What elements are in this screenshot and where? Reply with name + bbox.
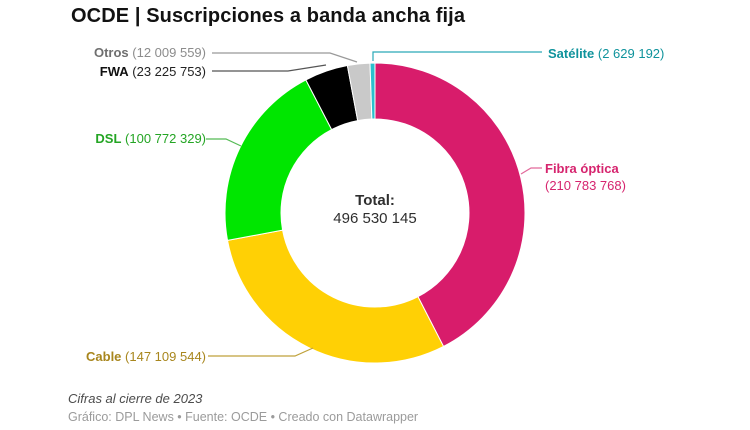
donut-center-total: Total: 496 530 145 bbox=[275, 192, 475, 228]
label-satelite: Satélite (2 629 192) bbox=[548, 46, 665, 61]
slice-fibra-optica[interactable] bbox=[374, 62, 526, 348]
chart-title: OCDE | Suscripciones a banda ancha fija bbox=[71, 5, 466, 27]
footer-note: Cifras al cierre de 2023 bbox=[68, 391, 203, 406]
slice-cable[interactable] bbox=[226, 229, 445, 364]
total-value: 496 530 145 bbox=[333, 210, 417, 227]
label-dsl: DSL (100 772 329) bbox=[95, 131, 206, 146]
leader-line-fwa bbox=[212, 64, 327, 72]
leader-line-fibra bbox=[520, 167, 542, 175]
total-label: Total: bbox=[355, 192, 395, 209]
leader-line-dsl bbox=[206, 138, 242, 147]
slice-satelite[interactable] bbox=[369, 62, 376, 120]
leader-line-cable bbox=[208, 347, 314, 357]
label-fwa: FWA (23 225 753) bbox=[99, 64, 206, 79]
label-cable: Cable (147 109 544) bbox=[86, 349, 206, 364]
leader-line-otros bbox=[212, 52, 358, 63]
leader-lines bbox=[206, 51, 542, 357]
label-fibra-optica: Fibra óptica (210 783 768) bbox=[545, 161, 626, 193]
footer-credits: Gráfico: DPL News • Fuente: OCDE • Cread… bbox=[68, 410, 419, 424]
label-otros: Otros (12 009 559) bbox=[93, 45, 206, 60]
leader-line-satelite bbox=[372, 51, 542, 61]
donut-slices bbox=[224, 62, 526, 364]
